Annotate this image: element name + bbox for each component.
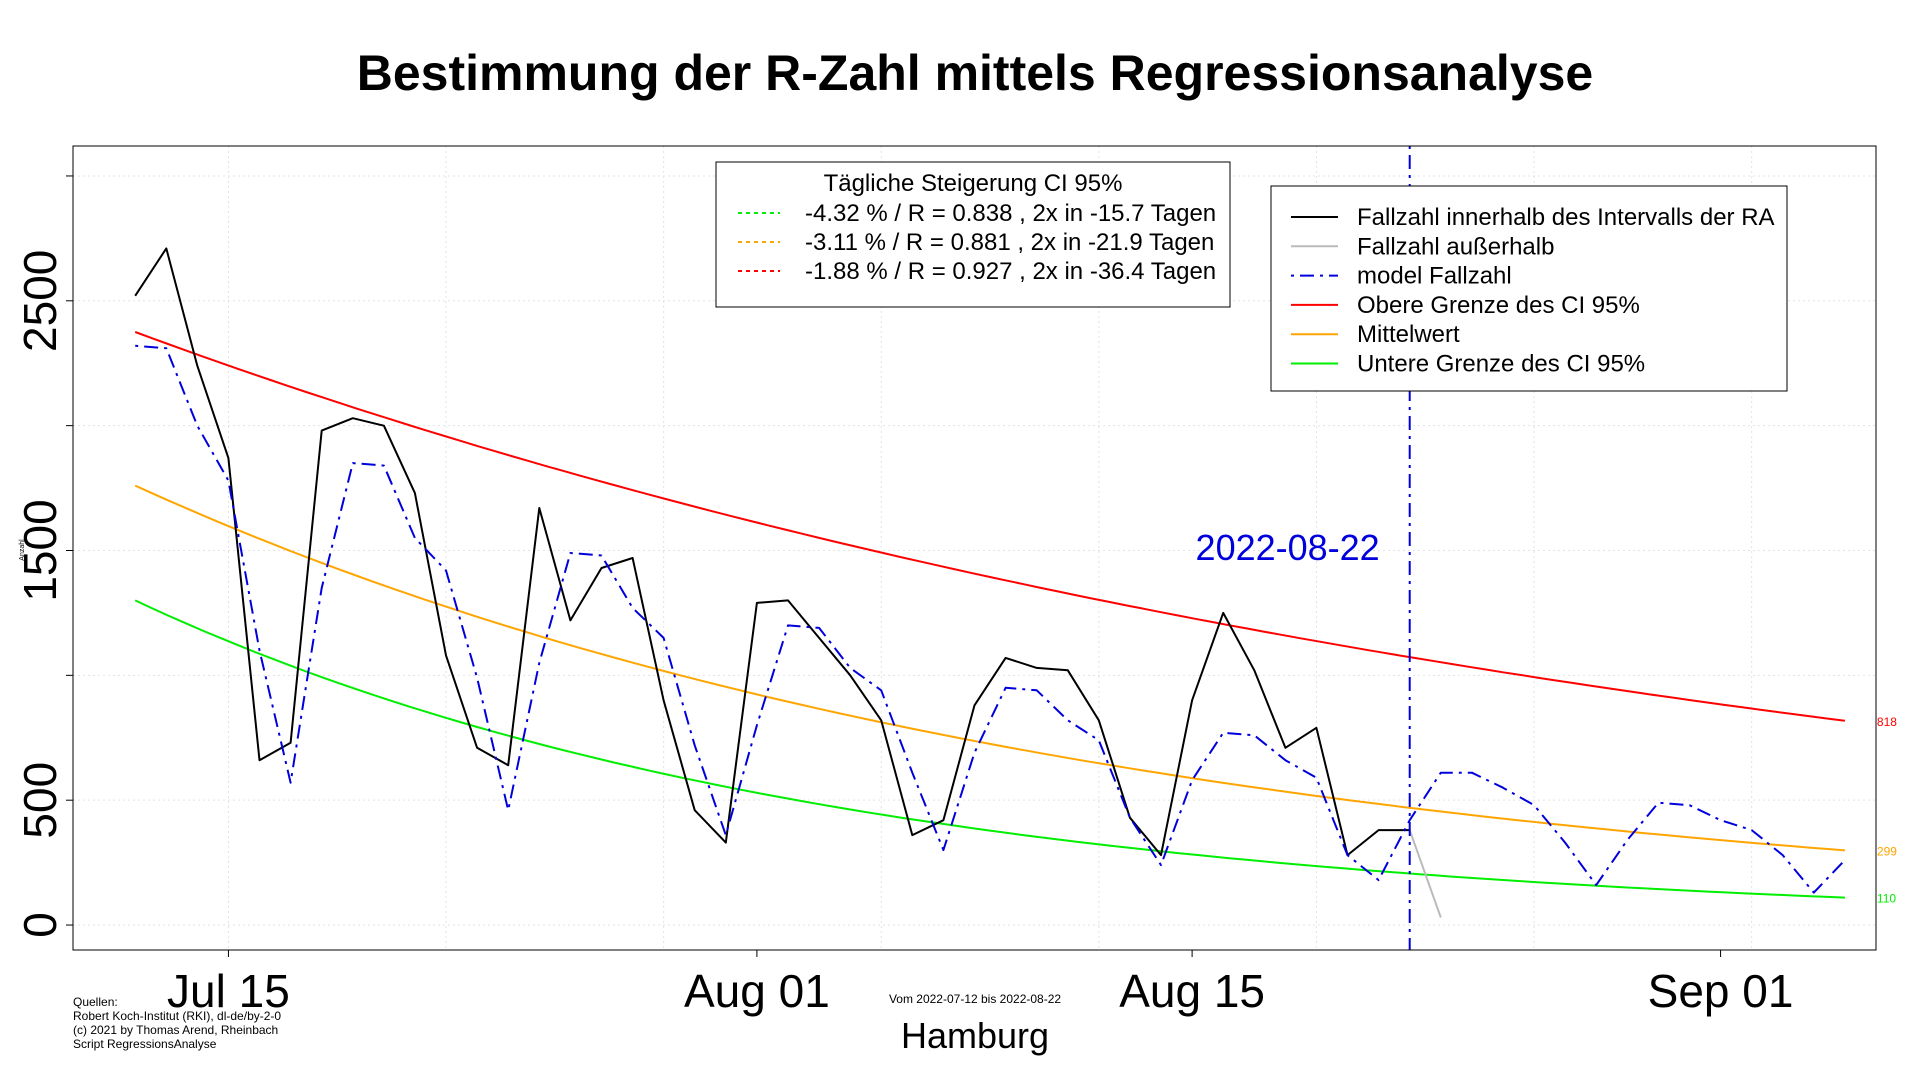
y-tick-label: 1500 [14, 499, 66, 601]
footer-sources: Quellen: Robert Koch-Institut (RKI), dl-… [73, 995, 281, 1051]
legend-main-box [1270, 185, 1788, 392]
source-line: Quellen: [73, 995, 118, 1009]
legend-main-label: Fallzahl außerhalb [1357, 233, 1554, 260]
y-tick-label: 500 [14, 762, 66, 839]
ci-curve [134, 484, 1845, 852]
axes: 0 500 1500 2500 Jul 15 Aug 01 Aug 15 Sep 01 [14, 145, 1877, 1017]
cutoff-date-label: 2022-08-22 [1196, 527, 1380, 568]
legend-main-label: Mittelwert [1357, 321, 1460, 348]
x-tick-label: Aug 15 [1119, 965, 1265, 1017]
legend-ci-label: -1.88 % / R = 0.927 , 2x in -36.4 Tagen [805, 258, 1216, 285]
legend-ci-label: -3.11 % / R = 0.881 , 2x in -21.9 Tagen [805, 229, 1214, 256]
y-tick-label: 0 [14, 912, 66, 938]
period-label: Vom 2022-07-12 bis 2022-08-22 [889, 992, 1061, 1006]
curve-end-label: 110 [1877, 892, 1896, 906]
chart-title: Bestimmung der R-Zahl mittels Regression… [357, 45, 1593, 101]
series-line [1408, 829, 1442, 918]
y-axis-label: Anzahl [19, 539, 26, 561]
ci-curves [134, 331, 1846, 899]
legend-main-label: Fallzahl innerhalb des Intervalls der RA [1357, 204, 1775, 231]
legend-main-label: Untere Grenze des CI 95% [1357, 351, 1645, 378]
curve-end-label: 818 [1877, 715, 1897, 729]
x-tick-label: Aug 01 [684, 965, 830, 1017]
legend-ci: Tägliche Steigerung CI 95% -4.32 % / R = … [715, 161, 1231, 308]
legend-ci-label: -4.32 % / R = 0.838 , 2x in -15.7 Tagen [805, 200, 1216, 227]
curve-end-label: 299 [1877, 844, 1897, 858]
legend-main-label: Obere Grenze des CI 95% [1357, 292, 1640, 319]
region-label: Hamburg [901, 1015, 1049, 1056]
x-tick-label: Sep 01 [1648, 965, 1794, 1017]
series-line [134, 247, 1410, 857]
source-line: Script RegressionsAnalyse [73, 1037, 217, 1051]
series-line [135, 344, 1846, 894]
ci-curve [134, 599, 1845, 899]
y-tick-label: 2500 [14, 250, 66, 352]
case-series [134, 247, 1846, 918]
legend-ci-title: Tägliche Steigerung CI 95% [824, 170, 1123, 197]
legend-main: Fallzahl innerhalb des Intervalls der RA… [1270, 185, 1788, 392]
cutoff-line: 2022-08-22 [1196, 146, 1411, 950]
x-tick-label: Jul 15 [167, 965, 290, 1017]
source-line: (c) 2021 by Thomas Arend, Rheinbach [73, 1023, 278, 1037]
grid-lines [73, 146, 1876, 950]
legend-ci-box [715, 161, 1231, 308]
curve-end-labels: 818 299 110 [1877, 715, 1897, 906]
legend-main-label: model Fallzahl [1357, 263, 1512, 290]
ci-curve [134, 331, 1846, 722]
plot-border [72, 145, 1877, 951]
source-line: Robert Koch-Institut (RKI), dl-de/by-2-0 [73, 1009, 281, 1023]
